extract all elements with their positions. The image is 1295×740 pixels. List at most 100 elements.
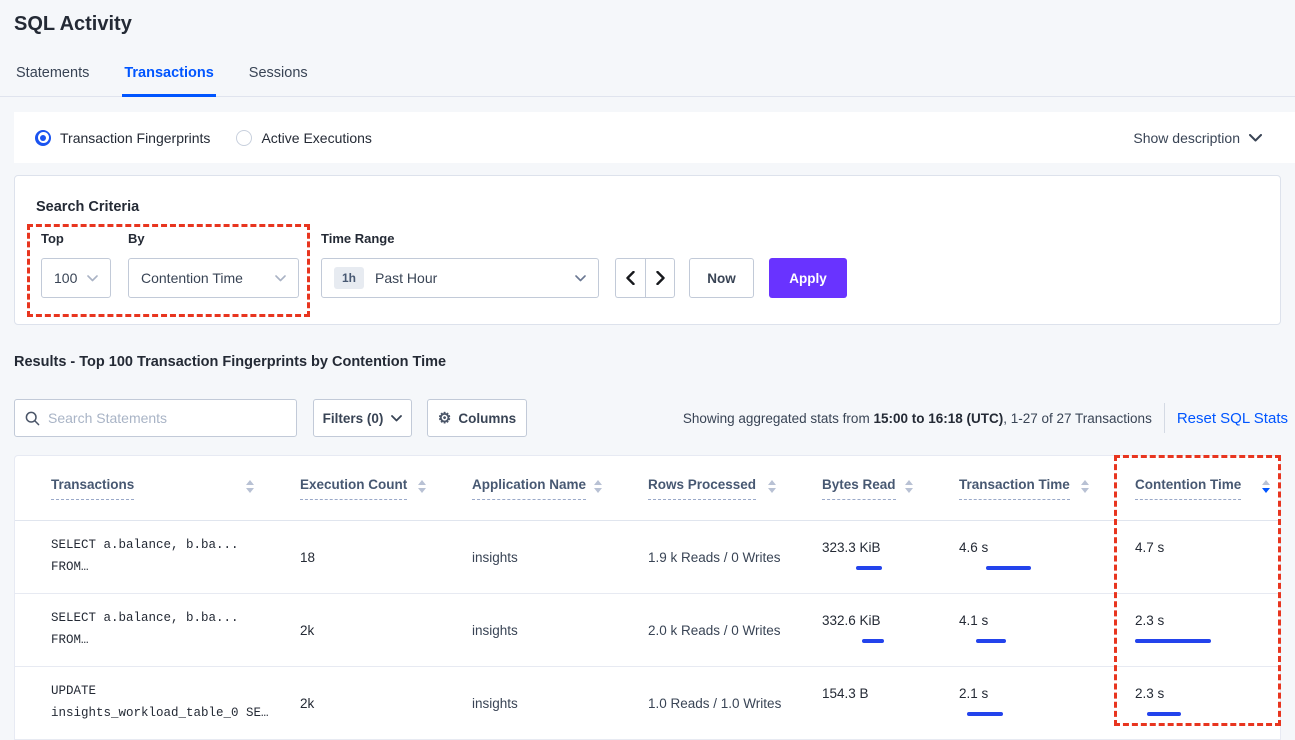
table-row: UPDATE insights_workload_table_0 SE… 2k … [15,667,1280,740]
radio-unselected-icon [236,129,253,146]
by-label: By [128,231,145,246]
application-name-cell: insights [472,695,518,711]
bytes-read-cell: 332.6 KiB [786,594,923,666]
execution-count-cell: 18 [264,521,436,593]
application-name-cell: insights [472,549,518,565]
radio-active-executions[interactable]: Active Executions [236,129,372,146]
time-range-nav [615,258,675,298]
transaction-time-bar [959,561,1069,574]
time-range-select[interactable]: 1h Past Hour [321,258,599,298]
bytes-read-cell: 154.3 B [786,667,923,739]
vertical-divider [1163,403,1165,433]
bytes-read-bar [822,707,932,720]
search-statements-box [14,399,297,437]
tab-transactions[interactable]: Transactions [122,65,216,97]
transaction-time-cell: 2.1 s [923,667,1099,739]
apply-button[interactable]: Apply [769,258,847,298]
by-select[interactable]: Contention Time [128,258,299,298]
radio-selected-icon [35,129,51,146]
results-summary-bar: Showing aggregated stats from 15:00 to 1… [683,399,1288,437]
column-header-transactions[interactable]: Transactions [15,456,264,520]
transaction-fingerprint-cell[interactable]: SELECT a.balance, b.ba... FROM… [51,538,239,574]
search-criteria-panel: Search Criteria Top 100 By Contention Ti… [14,175,1281,325]
execution-count-bar [365,697,436,710]
transaction-time-bar [959,707,1069,720]
tab-statements[interactable]: Statements [16,65,90,81]
radio-transaction-fingerprints[interactable]: Transaction Fingerprints [35,129,211,146]
reset-sql-stats-link[interactable]: Reset SQL Stats [1176,409,1288,427]
radio-label: Transaction Fingerprints [60,129,211,146]
show-description-toggle[interactable]: Show description [1133,130,1262,146]
chevron-down-icon [1249,133,1262,142]
tab-bar: Statements Transactions Sessions [14,65,310,97]
column-header-application-name[interactable]: Application Name [436,456,612,520]
execution-count-bar [365,551,436,564]
time-range-value: Past Hour [375,270,438,286]
filters-button-label: Filters (0) [322,410,384,426]
chevron-down-icon [87,274,98,282]
execution-count-cell: 2k [264,667,436,739]
contention-time-cell: 2.3 s [1099,594,1280,666]
chevron-right-icon [655,271,665,285]
rows-processed-cell: 1.9 k Reads / 0 Writes [648,549,781,565]
columns-button[interactable]: ⚙ Columns [427,399,527,437]
bytes-read-bar [822,561,932,574]
sort-icon [1081,479,1089,497]
application-name-cell: insights [472,622,518,638]
previous-time-button[interactable] [615,258,645,298]
column-header-bytes-read[interactable]: Bytes Read [786,456,923,520]
transaction-time-cell: 4.6 s [923,521,1099,593]
tab-sessions[interactable]: Sessions [248,65,308,81]
search-statements-input[interactable] [48,410,286,426]
top-label: Top [41,231,64,246]
sort-icon [418,479,426,497]
bytes-read-bar [822,634,932,647]
chevron-down-icon [391,414,403,422]
top-select[interactable]: 100 [41,258,111,298]
transaction-time-cell: 4.1 s [923,594,1099,666]
transaction-time-bar [959,634,1069,647]
next-time-button[interactable] [645,258,675,298]
contention-time-bar [1135,561,1245,574]
sort-icon [594,479,602,497]
results-heading: Results - Top 100 Transaction Fingerprin… [14,354,447,370]
top-select-value: 100 [54,270,78,286]
radio-label: Active Executions [261,129,372,146]
rows-processed-cell: 1.0 Reads / 1.0 Writes [648,695,782,711]
view-toggle-bar: Transaction Fingerprints Active Executio… [14,112,1295,163]
search-criteria-title: Search Criteria [36,199,140,215]
sort-icon [768,479,776,497]
search-icon [25,411,40,426]
time-range-label: Time Range [321,231,395,246]
page-header: SQL Activity Statements Transactions Ses… [0,0,1295,97]
execution-count-bar [365,624,436,637]
show-description-label: Show description [1133,129,1240,146]
transactions-table: Transactions Execution Count Application… [14,455,1281,740]
aggregated-stats-text: Showing aggregated stats from 15:00 to 1… [682,410,1152,426]
contention-time-cell: 4.7 s [1099,521,1280,593]
execution-count-cell: 2k [264,594,436,666]
bytes-read-cell: 323.3 KiB [786,521,923,593]
chevron-left-icon [626,271,635,285]
now-button[interactable]: Now [689,258,754,298]
chevron-down-icon [575,274,586,282]
column-header-contention-time[interactable]: Contention Time [1099,456,1280,520]
columns-button-label: Columns [458,410,517,426]
transaction-fingerprint-cell[interactable]: SELECT a.balance, b.ba... FROM… [51,611,239,647]
transaction-fingerprint-cell[interactable]: UPDATE insights_workload_table_0 SE… [51,684,269,720]
column-header-execution-count[interactable]: Execution Count [264,456,436,520]
contention-time-cell: 2.3 s [1099,667,1280,739]
chevron-down-icon [275,274,286,282]
page-title: SQL Activity [14,13,132,35]
table-header-row: Transactions Execution Count Application… [15,456,1280,521]
column-header-transaction-time[interactable]: Transaction Time [923,456,1099,520]
table-row: SELECT a.balance, b.ba... FROM… 2k insig… [15,594,1280,667]
contention-time-bar [1135,634,1245,647]
contention-time-bar [1135,707,1245,720]
column-header-rows-processed[interactable]: Rows Processed [612,456,786,520]
rows-processed-cell: 2.0 k Reads / 0 Writes [648,622,781,638]
sort-icon [905,479,913,497]
filters-button[interactable]: Filters (0) [313,399,412,437]
table-row: SELECT a.balance, b.ba... FROM… 18 insig… [15,521,1280,594]
gear-icon: ⚙ [437,409,452,427]
